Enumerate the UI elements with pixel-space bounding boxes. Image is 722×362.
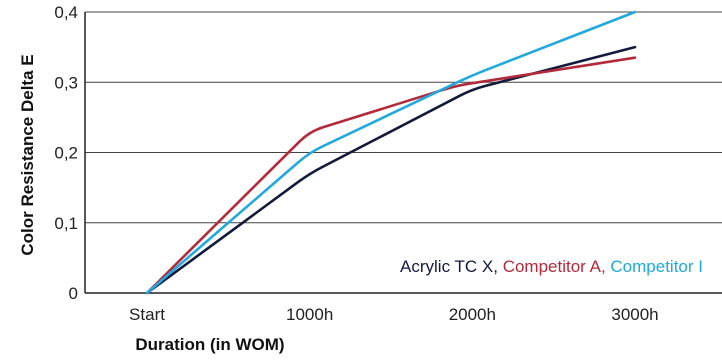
legend-entry-0: Acrylic TC X (400, 257, 493, 276)
x-tick-label: 1000h (286, 305, 333, 324)
series-line-1 (145, 56, 637, 295)
legend-separator: , (493, 257, 502, 276)
series-line-2 (145, 10, 637, 295)
legend-entry-2: Competitor I (610, 257, 703, 276)
gridlines (85, 11, 722, 224)
y-tick-label: 0 (69, 284, 78, 303)
legend-separator: , (601, 257, 610, 276)
x-tick-label: 2000h (449, 305, 496, 324)
y-tick-label: 0,3 (54, 73, 78, 92)
y-axis-title: Color Resistance Delta E (18, 54, 37, 255)
legend-entry-1: Competitor A (503, 257, 602, 276)
x-tick-label: 3000h (611, 305, 658, 324)
y-tick-label: 0,4 (54, 3, 78, 22)
series-lines (145, 10, 637, 295)
y-tick-label: 0,1 (54, 214, 78, 233)
legend: Acrylic TC X, Competitor A, Competitor I (400, 257, 703, 276)
y-tick-label: 0,2 (54, 144, 78, 163)
x-tick-label: Start (129, 305, 165, 324)
x-tick-labels: Start 1000h 2000h 3000h (129, 305, 659, 324)
y-tick-labels: 0 0,1 0,2 0,3 0,4 (54, 3, 78, 303)
series-line-0 (145, 45, 637, 295)
x-axis-title: Duration (in WOM) (135, 335, 284, 354)
